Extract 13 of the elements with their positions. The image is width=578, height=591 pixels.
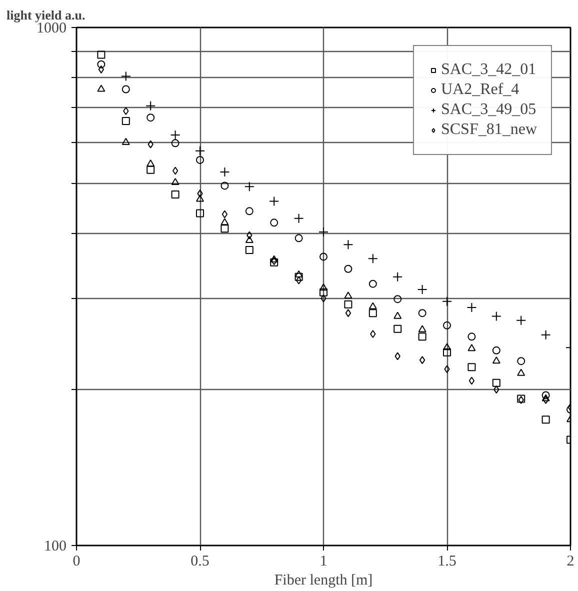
x-tick-label: 2 bbox=[566, 554, 574, 570]
x-tick-label: 1.5 bbox=[438, 554, 456, 570]
x-axis-title: Fiber length [m] bbox=[274, 572, 373, 588]
legend-label: UA2_Ref_4 bbox=[440, 81, 520, 99]
legend-label: SCSF_81_new bbox=[440, 121, 537, 139]
y-tick-label: 1000 bbox=[36, 20, 66, 36]
x-tick-label: 0 bbox=[72, 554, 80, 570]
legend-label: SAC_3_42_01 bbox=[440, 61, 536, 79]
y-tick-label: 100 bbox=[44, 538, 66, 554]
x-tick-label: 0.5 bbox=[190, 554, 210, 570]
legend-label: SAC_3_49_05 bbox=[440, 101, 536, 119]
x-tick-label: 1 bbox=[320, 554, 328, 570]
y-axis-title: light yield a.u. bbox=[6, 8, 86, 22]
